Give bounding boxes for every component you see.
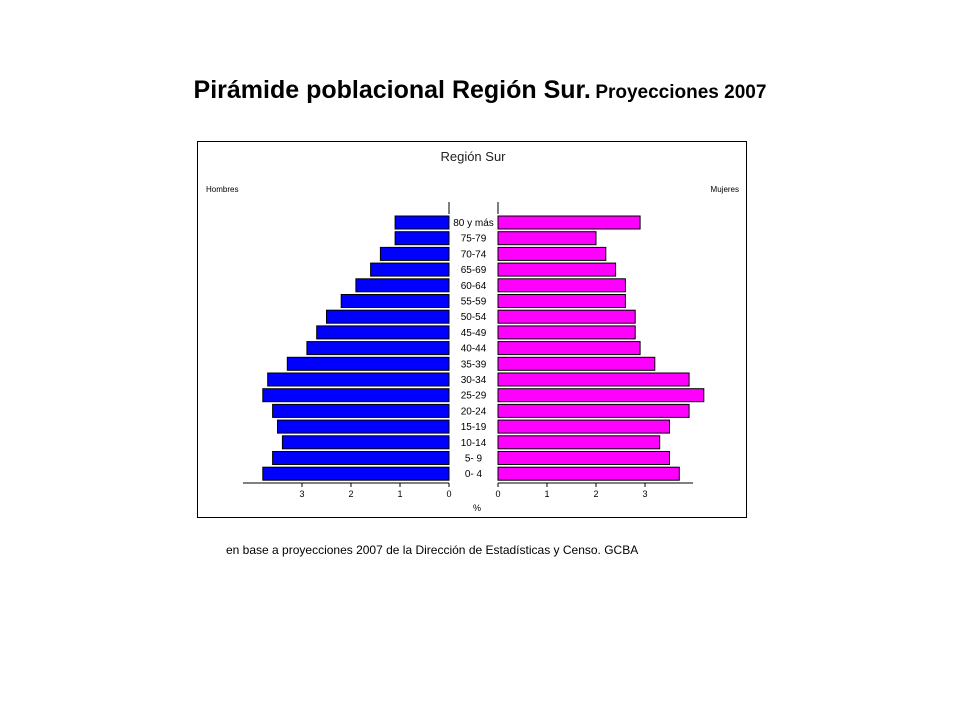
source-note: en base a proyecciones 2007 de la Direcc… (226, 543, 639, 557)
age-group-label: 35-39 (461, 359, 487, 370)
age-group-label: 15-19 (461, 422, 487, 433)
bar-mujeres (497, 372, 690, 387)
bar-mujeres (497, 325, 636, 340)
bar-hombres (281, 435, 450, 450)
bar-hombres (286, 356, 450, 371)
bar-hombres (340, 294, 450, 308)
bar-mujeres (497, 435, 661, 450)
slide-title: Pirámide poblacional Región Sur. Proyecc… (0, 76, 960, 105)
bar-hombres (277, 419, 450, 434)
bar-hombres (379, 246, 450, 261)
bar-mujeres (497, 388, 705, 403)
age-group-label: 60-64 (461, 281, 487, 292)
chart-canvas: Región Sur Hombres Mujeres % 80 y más 75-… (206, 149, 739, 513)
bar-hombres (262, 388, 450, 403)
x-tick-label-right: 1 (544, 489, 549, 499)
age-group-label: 80 y más (453, 218, 494, 229)
population-pyramid-chart: Región Sur Hombres Mujeres % 80 y más 75-… (197, 141, 747, 518)
bar-hombres (306, 341, 450, 356)
bar-hombres (267, 372, 450, 387)
slide-title-sub: Proyecciones 2007 (595, 82, 767, 103)
x-tick-label-left: 1 (397, 489, 402, 499)
bar-mujeres (497, 451, 670, 465)
age-group-label: 20-24 (461, 406, 487, 417)
bar-hombres (370, 262, 450, 277)
age-group-label: 55-59 (461, 297, 487, 308)
bar-mujeres (497, 419, 670, 434)
age-group-label: 25-29 (461, 391, 487, 402)
bar-mujeres (497, 341, 641, 356)
age-group-label: 10-14 (461, 438, 487, 449)
age-group-label: 0- 4 (465, 469, 483, 480)
age-group-label: 50-54 (461, 312, 487, 323)
age-group-label: 65-69 (461, 265, 487, 276)
x-tick-label-left: 3 (299, 489, 304, 499)
x-tick-label-right: 0 (495, 489, 500, 499)
bar-mujeres (497, 215, 641, 230)
bar-mujeres (497, 294, 626, 308)
age-group-label: 40-44 (461, 344, 487, 355)
age-group-label: 30-34 (461, 375, 487, 386)
x-tick-label-left: 0 (446, 489, 451, 499)
age-group-label: 75-79 (461, 234, 487, 245)
chart-title: Región Sur (440, 149, 506, 164)
bar-mujeres (497, 403, 690, 418)
x-axis-label: % (473, 503, 481, 513)
bar-mujeres (497, 278, 626, 293)
bar-mujeres (497, 262, 617, 277)
x-tick-label-left: 2 (348, 489, 353, 499)
bar-hombres (272, 451, 450, 465)
x-tick-label-right: 2 (593, 489, 598, 499)
bar-mujeres (497, 309, 636, 324)
bar-mujeres (497, 246, 607, 261)
bar-mujeres (497, 231, 597, 246)
bar-hombres (326, 309, 450, 324)
bar-mujeres (497, 466, 680, 481)
left-side-label: Hombres (206, 185, 238, 194)
slide-title-main: Pirámide poblacional Región Sur. (193, 76, 591, 104)
bar-hombres (394, 215, 450, 230)
age-group-label: 5- 9 (465, 454, 483, 465)
bar-hombres (316, 325, 450, 340)
x-tick-label-right: 3 (642, 489, 647, 499)
bar-mujeres (497, 356, 656, 371)
age-group-label: 70-74 (461, 249, 487, 260)
right-side-label: Mujeres (711, 185, 739, 194)
bar-hombres (262, 466, 450, 481)
bar-hombres (394, 231, 450, 246)
age-group-label: 45-49 (461, 328, 487, 339)
bar-hombres (355, 278, 450, 293)
bar-hombres (272, 403, 450, 418)
